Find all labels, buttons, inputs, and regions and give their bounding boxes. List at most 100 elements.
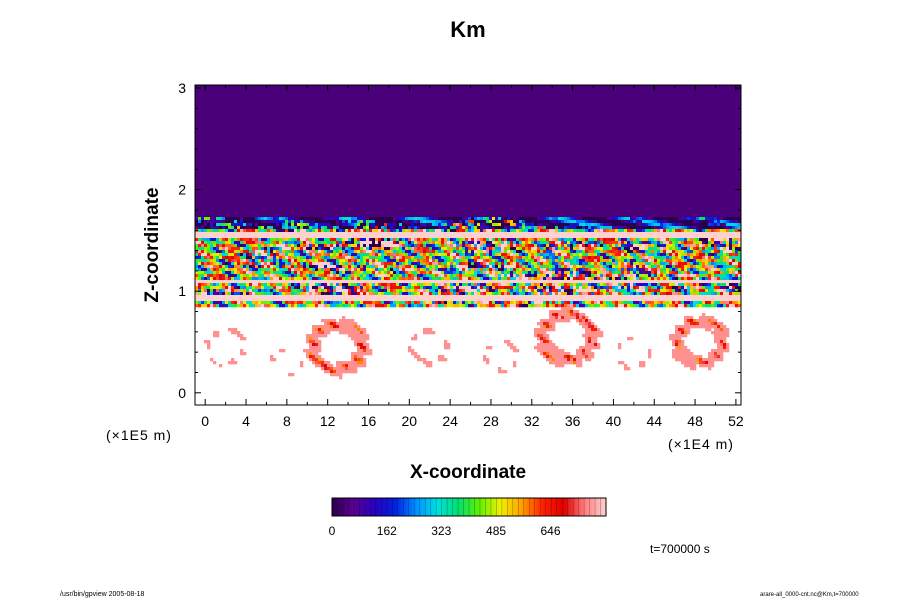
heatmap-cell	[711, 91, 715, 95]
heatmap-cell	[264, 151, 268, 155]
heatmap-cell	[306, 130, 310, 134]
heatmap-cell	[210, 121, 214, 125]
heatmap-cell	[387, 124, 391, 128]
heatmap-cell	[537, 85, 541, 89]
heatmap-cell	[552, 127, 556, 131]
heatmap-cell	[201, 166, 205, 170]
heatmap-cell	[498, 130, 502, 134]
heatmap-cell	[258, 154, 262, 158]
heatmap-cell	[456, 139, 460, 143]
heatmap-cell	[543, 148, 547, 152]
heatmap-cell	[387, 112, 391, 116]
heatmap-cell	[666, 130, 670, 134]
heatmap-cell	[360, 109, 364, 113]
heatmap-cell	[459, 94, 463, 98]
heatmap-cell	[492, 130, 496, 134]
heatmap-cell	[429, 112, 433, 116]
heatmap-cell	[204, 94, 208, 98]
heatmap-cell	[636, 160, 640, 164]
heatmap-cell	[456, 88, 460, 92]
heatmap-cell	[219, 148, 223, 152]
heatmap-cell	[684, 163, 688, 167]
heatmap-cell	[243, 124, 247, 128]
heatmap-cell	[264, 85, 268, 89]
heatmap-cell	[708, 118, 712, 122]
heatmap-cell	[237, 124, 241, 128]
heatmap-cell	[678, 136, 682, 140]
heatmap-cell	[699, 139, 703, 143]
heatmap-cell	[480, 88, 484, 92]
heatmap-cell	[231, 151, 235, 155]
heatmap-cell	[324, 166, 328, 170]
heatmap-cell	[534, 127, 538, 131]
heatmap-cell	[555, 85, 559, 89]
heatmap-cell	[432, 145, 436, 149]
heatmap-cell	[237, 160, 241, 164]
heatmap-cell	[666, 145, 670, 149]
heatmap-cell	[618, 100, 622, 104]
heatmap-cell	[552, 139, 556, 143]
heatmap-cell	[312, 133, 316, 137]
heatmap-cell	[237, 148, 241, 152]
heatmap-cell	[417, 91, 421, 95]
heatmap-cell	[663, 142, 667, 146]
heatmap-cell	[666, 100, 670, 104]
heatmap-cell	[285, 109, 289, 113]
heatmap-cell	[540, 100, 544, 104]
heatmap-cell	[615, 145, 619, 149]
heatmap-cell	[324, 139, 328, 143]
heatmap-cell	[432, 109, 436, 113]
heatmap-cell	[402, 127, 406, 131]
heatmap-cell	[264, 100, 268, 104]
heatmap-cell	[507, 148, 511, 152]
heatmap-cell	[468, 124, 472, 128]
heatmap-cell	[507, 115, 511, 119]
heatmap-cell	[492, 97, 496, 101]
heatmap-cell	[630, 94, 634, 98]
heatmap-cell	[306, 109, 310, 113]
heatmap-cell	[339, 163, 343, 167]
heatmap-cell	[723, 148, 727, 152]
heatmap-cell	[678, 130, 682, 134]
heatmap-cell	[555, 163, 559, 167]
heatmap-cell	[453, 163, 457, 167]
heatmap-cell	[300, 94, 304, 98]
heatmap-cell	[249, 166, 253, 170]
heatmap-cell	[735, 109, 739, 113]
heatmap-cell	[438, 154, 442, 158]
heatmap-cell	[675, 142, 679, 146]
heatmap-cell	[711, 85, 715, 89]
heatmap-cell	[228, 151, 232, 155]
heatmap-cell	[408, 121, 412, 125]
heatmap-cell	[465, 109, 469, 113]
heatmap-cell	[420, 88, 424, 92]
heatmap-cell	[201, 145, 205, 149]
heatmap-cell	[297, 100, 301, 104]
heatmap-cell	[333, 88, 337, 92]
heatmap-cell	[519, 124, 523, 128]
heatmap-cell	[489, 148, 493, 152]
heatmap-cell	[435, 148, 439, 152]
heatmap-cell	[720, 85, 724, 89]
heatmap-cell	[243, 160, 247, 164]
heatmap-cell	[666, 154, 670, 158]
heatmap-cell	[411, 163, 415, 167]
heatmap-cell	[609, 94, 613, 98]
heatmap-cell	[645, 133, 649, 137]
heatmap-cell	[525, 124, 529, 128]
heatmap-cell	[477, 91, 481, 95]
heatmap-cell	[618, 139, 622, 143]
heatmap-cell	[309, 136, 313, 140]
heatmap-cell	[291, 94, 295, 98]
heatmap-cell	[621, 124, 625, 128]
heatmap-cell	[657, 142, 661, 146]
heatmap-cell	[411, 106, 415, 110]
heatmap-cell	[249, 139, 253, 143]
heatmap-cell	[378, 97, 382, 101]
heatmap-cell	[474, 115, 478, 119]
heatmap-cell	[711, 130, 715, 134]
heatmap-cell	[627, 163, 631, 167]
heatmap-cell	[210, 148, 214, 152]
heatmap-cell	[585, 145, 589, 149]
heatmap-cell	[606, 136, 610, 140]
